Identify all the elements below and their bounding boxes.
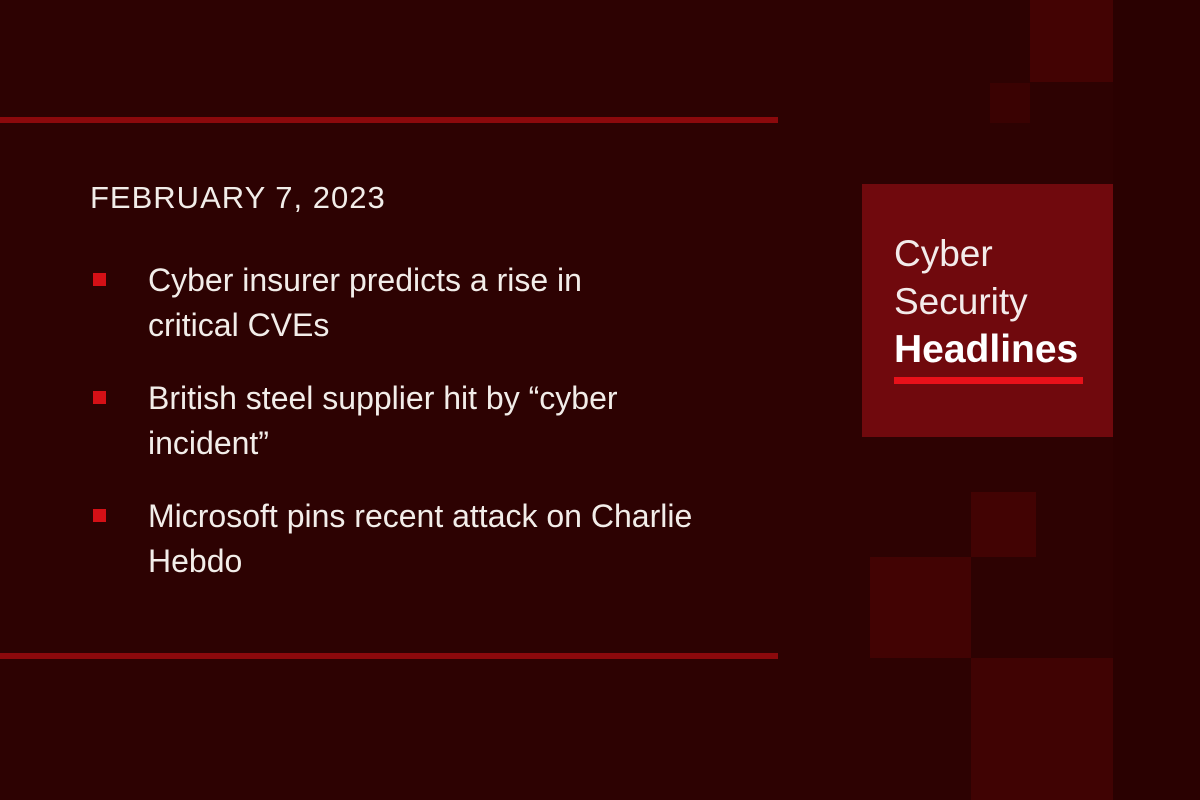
headline-item: British steel supplier hit by “cyber inc… bbox=[90, 376, 850, 466]
decor-square bbox=[971, 492, 1036, 557]
headline-text: Microsoft pins recent attack on Charlie … bbox=[148, 498, 693, 579]
headline-text: British steel supplier hit by “cyber inc… bbox=[148, 380, 618, 461]
right-dark-column bbox=[1113, 0, 1200, 800]
decor-square bbox=[971, 658, 1113, 800]
decor-square bbox=[1030, 0, 1113, 82]
logo-word-headlines: Headlines bbox=[894, 328, 1079, 371]
decor-square bbox=[870, 557, 971, 658]
headline-list: Cyber insurer predicts a rise in critica… bbox=[90, 258, 850, 612]
logo-word-cyber: Cyber bbox=[894, 233, 993, 274]
bullet-square-icon bbox=[93, 509, 106, 522]
logo-underline bbox=[894, 377, 1083, 384]
bottom-rule bbox=[0, 653, 778, 659]
decor-square bbox=[990, 83, 1030, 123]
show-logo-panel: Cyber Security Headlines bbox=[862, 184, 1113, 437]
headline-item: Microsoft pins recent attack on Charlie … bbox=[90, 494, 850, 584]
bullet-square-icon bbox=[93, 391, 106, 404]
top-rule bbox=[0, 117, 778, 123]
headline-item: Cyber insurer predicts a rise in critica… bbox=[90, 258, 850, 348]
headline-text: Cyber insurer predicts a rise in critica… bbox=[148, 262, 582, 343]
bullet-square-icon bbox=[93, 273, 106, 286]
episode-date: FEBRUARY 7, 2023 bbox=[90, 180, 386, 215]
logo-word-security: Security bbox=[894, 281, 1028, 322]
